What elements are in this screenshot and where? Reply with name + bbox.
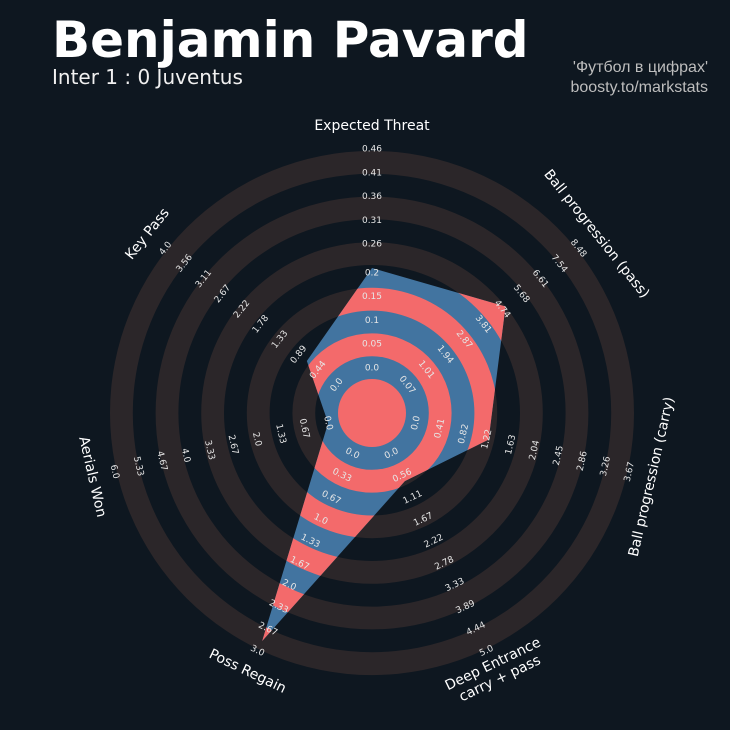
tick-label: 0.31 <box>362 216 382 226</box>
tick-label: 0.05 <box>362 340 382 350</box>
tick-label: 6.0 <box>108 464 121 480</box>
tick-label: 2.67 <box>226 434 240 456</box>
tick-label: 0.15 <box>362 292 382 302</box>
tick-label: 4.0 <box>179 448 192 464</box>
tick-label: 3.33 <box>202 439 216 461</box>
tick-label: 2.04 <box>528 439 542 461</box>
tick-label: 0.36 <box>362 192 382 202</box>
tick-label: 4.67 <box>154 450 168 472</box>
tick-label: 0.0 <box>410 415 423 431</box>
radar-stripes <box>262 268 506 641</box>
tick-label: 2.86 <box>576 450 590 472</box>
tick-label: 3.67 <box>623 461 637 483</box>
tick-label: 0.2 <box>365 268 379 278</box>
tick-label: 3.26 <box>599 455 613 477</box>
tick-label: 0.82 <box>457 423 471 445</box>
chart-subtitle: Inter 1 : 0 Juventus <box>52 65 243 89</box>
tick-label: 0.0 <box>321 415 334 431</box>
tick-label: 0.1 <box>365 316 379 326</box>
tick-label: 0.46 <box>362 145 382 155</box>
tick-label: 2.45 <box>552 445 566 467</box>
tick-label: 0.41 <box>362 168 382 178</box>
stripe <box>338 379 406 447</box>
chart-title: Benjamin Pavard <box>52 11 529 69</box>
tick-label: 1.63 <box>504 434 518 456</box>
credit: boosty.to/markstats <box>570 79 708 96</box>
tick-label: 0.0 <box>365 364 380 374</box>
tick-label: 5.33 <box>131 456 145 478</box>
tick-label: 2.0 <box>250 431 263 447</box>
tick-label: 0.67 <box>297 418 311 440</box>
axis-label: Expected Threat <box>314 118 430 134</box>
credit: 'Футбол в цифрах' <box>573 59 708 76</box>
tick-label: 0.26 <box>362 240 382 250</box>
tick-label: 1.22 <box>480 428 494 450</box>
tick-label: 1.33 <box>273 423 287 445</box>
tick-label: 0.41 <box>433 418 447 440</box>
